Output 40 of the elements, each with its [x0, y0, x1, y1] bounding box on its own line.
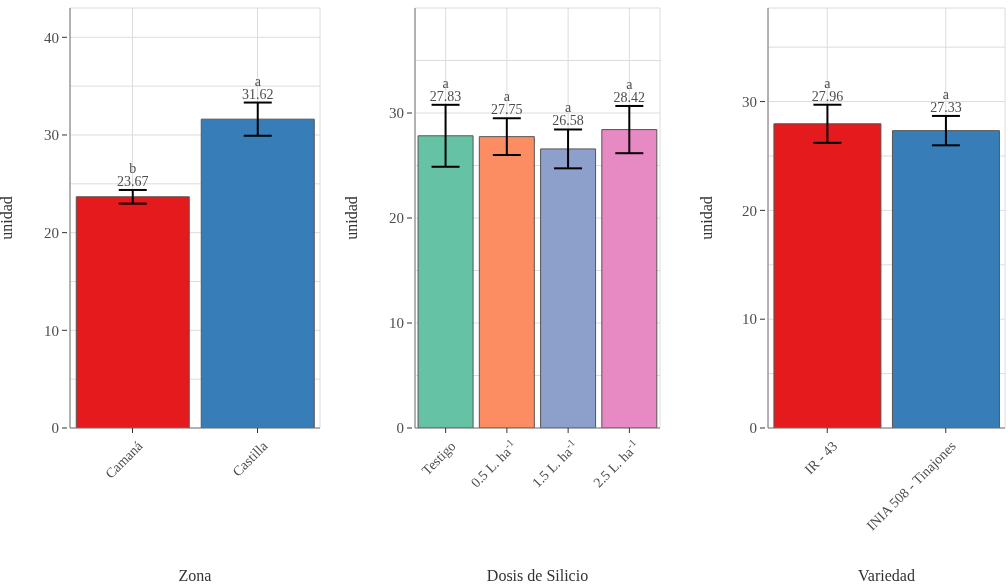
y-tick-label: 10	[389, 315, 404, 332]
y-axis-title: unidad	[0, 196, 15, 240]
annotation: a	[626, 76, 634, 92]
data-label: 31.62	[242, 86, 274, 102]
annotation: a	[503, 89, 511, 105]
annotation: b	[129, 160, 137, 176]
y-tick-label: 10	[742, 311, 757, 328]
bar	[417, 135, 474, 428]
data-label: 27.33	[930, 99, 962, 115]
y-tick-label: 30	[389, 105, 404, 122]
bar	[478, 136, 535, 428]
annotation: a	[942, 86, 950, 102]
annotation: a	[254, 73, 262, 89]
data-label: 27.96	[811, 88, 844, 104]
bar	[540, 148, 597, 428]
data-label: 26.58	[552, 113, 584, 129]
data-label: 27.83	[429, 88, 462, 104]
y-tick-label: 30	[742, 93, 757, 110]
bar	[601, 129, 658, 428]
y-tick-label: 0	[396, 420, 404, 437]
y-tick-label: 20	[44, 224, 59, 241]
y-tick-label: 30	[44, 127, 59, 144]
annotation: a	[564, 100, 572, 116]
data-label: 27.75	[491, 102, 523, 118]
y-tick-label: 40	[44, 29, 59, 46]
annotation: a	[442, 75, 450, 91]
y-axis-title: unidad	[342, 196, 360, 240]
annotation: a	[824, 75, 832, 91]
x-axis-title: Variedad	[858, 567, 915, 584]
data-label: 23.67	[117, 173, 149, 189]
x-axis-title: Dosis de Silicio	[486, 567, 589, 584]
y-axis-title: unidad	[697, 196, 715, 240]
x-tick-label: IR - 43	[801, 438, 841, 478]
y-tick-label: 0	[51, 420, 59, 437]
y-tick-label: 10	[44, 322, 59, 339]
data-label: 28.42	[613, 89, 646, 105]
y-tick-label: 20	[742, 202, 757, 219]
x-axis-title: Zona	[178, 567, 212, 584]
y-tick-label: 0	[749, 420, 757, 437]
y-tick-label: 20	[389, 210, 404, 227]
